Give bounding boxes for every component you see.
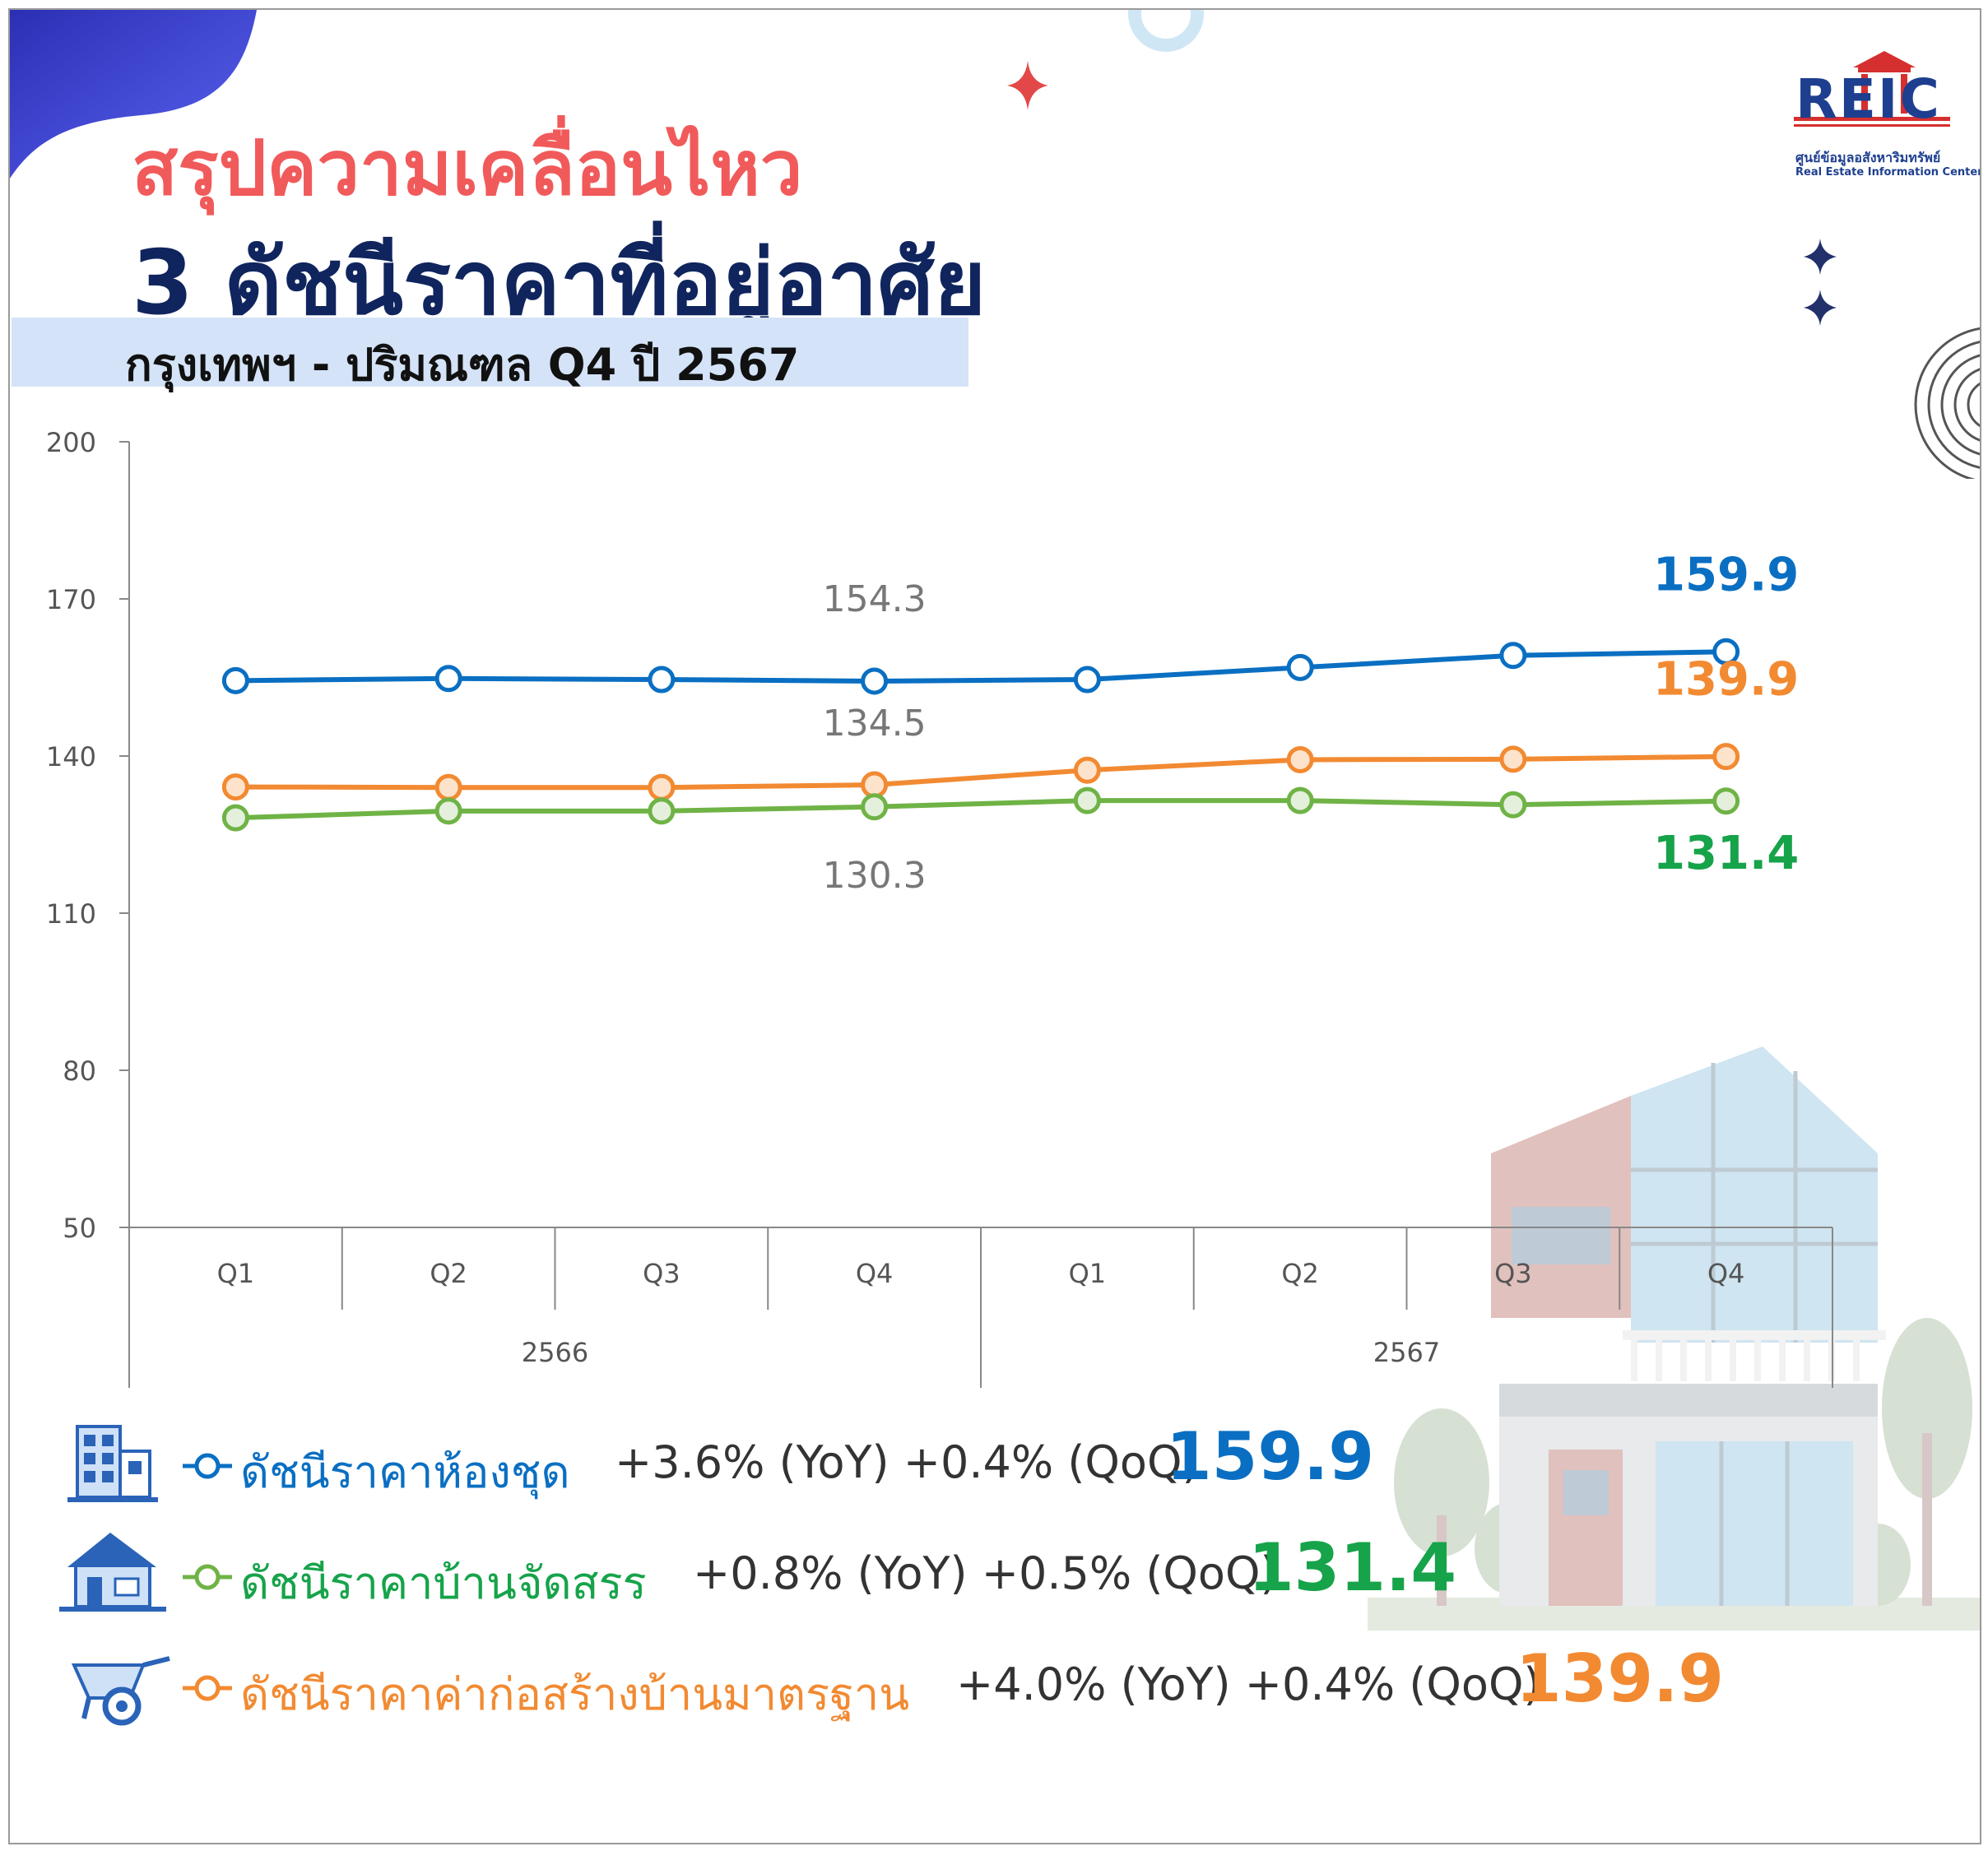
logo-english-name: Real Estate Information Center [1795, 166, 1981, 179]
y-tick-label: 110 [46, 898, 96, 930]
chart-annotations: 154.3 134.5 130.3 159.9 139.9 131.4 [823, 548, 1800, 896]
y-tick-label: 140 [46, 741, 96, 772]
legend-label-construction: ดัชนีราคาค่าก่อสร้างบ้านมาตรฐาน [240, 1668, 910, 1720]
data-point [1499, 642, 1527, 670]
data-label: 134.5 [823, 703, 927, 745]
corner-decoration [10, 10, 257, 179]
data-label: 159.9 [1653, 548, 1799, 601]
ring-decoration [1128, 10, 1204, 52]
data-point [1286, 745, 1314, 773]
data-point [1073, 666, 1101, 694]
reic-logo [1794, 51, 1950, 127]
data-point [861, 771, 889, 799]
data-point [221, 666, 249, 694]
x-tick-label: Q4 [856, 1258, 894, 1289]
wheelbarrow-icon [71, 1656, 170, 1726]
legend-label-condo: ดัชนีราคาห้องชุด [240, 1446, 570, 1498]
y-tick-label: 80 [63, 1055, 96, 1087]
x-tick-label: Q3 [1494, 1258, 1532, 1289]
sparkle-icon [1007, 61, 1048, 110]
data-point [1286, 653, 1314, 681]
x-tick-label: Q2 [430, 1258, 467, 1289]
infographic-frame: REIC ศูนย์ข้อมูลอสังหาริมทรัพย์ Real Est… [8, 8, 1981, 1844]
house-illustration [1368, 1046, 1980, 1631]
legend-label-house: ดัชนีราคาบ้านจัดสรร [240, 1557, 647, 1609]
data-point [1073, 786, 1101, 814]
data-point [648, 773, 676, 801]
legend-change-house: +0.8% (YoY) +0.5% (QoQ) [693, 1547, 1278, 1599]
x-tick-label: Q3 [643, 1258, 680, 1289]
y-tick-label: 50 [63, 1213, 96, 1244]
legend-change-construction: +4.0% (YoY) +0.4% (QoQ) [956, 1658, 1541, 1710]
x-tick-label: Q1 [1069, 1258, 1107, 1289]
x-group-label: 2566 [522, 1337, 588, 1368]
series-line [235, 798, 1726, 821]
house-icon [59, 1533, 166, 1612]
legend-marker-construction [183, 1675, 232, 1701]
data-point [1073, 756, 1101, 784]
legend-value-condo: 159.9 [1166, 1418, 1375, 1495]
data-point [1712, 638, 1740, 666]
data-point [648, 666, 676, 694]
title-line-1: สรุปความเคลื่อนไหว [132, 124, 803, 212]
subtitle-banner [12, 318, 968, 387]
data-point [861, 793, 889, 821]
data-point [434, 773, 462, 801]
x-tick-label: Q2 [1281, 1258, 1319, 1289]
y-tick-label: 200 [46, 427, 96, 458]
condo-building-icon [67, 1425, 158, 1502]
series-line [235, 754, 1726, 791]
data-point [861, 667, 889, 695]
data-label: 139.9 [1653, 653, 1799, 707]
legend-marker-condo [183, 1453, 232, 1479]
data-label: 131.4 [1653, 827, 1799, 880]
line-chart: 50 80 110 140 170 200 Q1 Q2 Q3 Q4 Q1 Q2 Q3 Q4 2566 2567… [46, 427, 1833, 1388]
data-point [1499, 745, 1527, 773]
series-line [235, 649, 1726, 684]
x-tick-label: Q1 [217, 1258, 255, 1289]
data-point [1286, 786, 1314, 814]
data-point [1712, 743, 1740, 771]
legend-value-construction: 139.9 [1516, 1640, 1725, 1717]
data-label: 130.3 [823, 855, 927, 897]
chart-series [221, 638, 1740, 832]
data-point [1712, 787, 1740, 815]
data-point [434, 665, 462, 693]
legend-value-house: 131.4 [1248, 1529, 1457, 1606]
sparkle-icon [1804, 239, 1837, 326]
data-point [1499, 791, 1527, 819]
legend-marker-house [183, 1564, 232, 1590]
data-point [648, 797, 676, 825]
x-tick-label: Q4 [1707, 1258, 1745, 1289]
legend-change-condo: +3.6% (YoY) +0.4% (QoQ) [615, 1436, 1200, 1488]
data-point [221, 773, 249, 801]
logo-text: REIC [1795, 67, 1941, 131]
x-group-label: 2567 [1373, 1337, 1440, 1368]
data-point [434, 797, 462, 825]
arc-decoration [1914, 327, 1980, 479]
data-point [221, 804, 249, 832]
subtitle: กรุงเทพฯ - ปริมณฑล Q4 ปี 2567 [125, 339, 800, 391]
data-label: 154.3 [823, 578, 927, 620]
y-tick-label: 170 [46, 584, 96, 615]
logo-thai-name: ศูนย์ข้อมูลอสังหาริมทรัพย์ [1795, 150, 1941, 165]
chart-axes: 50 80 110 140 170 200 Q1 Q2 Q3 Q4 Q1 Q2 Q3 Q4 2566 2567 [46, 427, 1833, 1388]
